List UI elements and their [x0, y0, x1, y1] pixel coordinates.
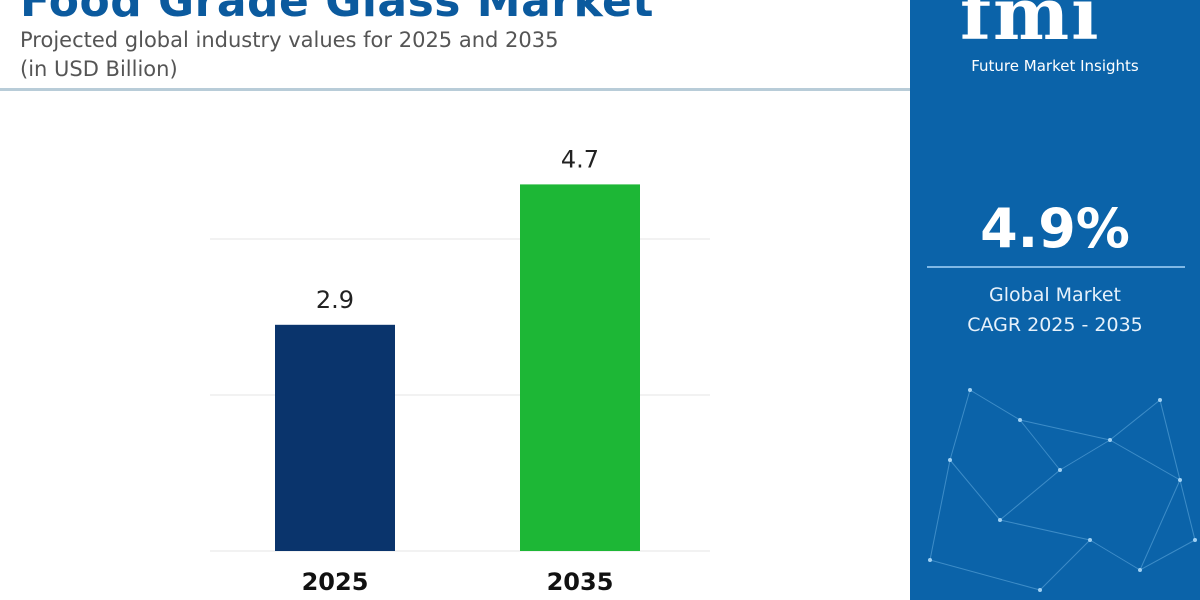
network-line — [999, 469, 1061, 521]
network-node — [1058, 468, 1062, 472]
network-line — [1039, 539, 1091, 591]
network-node — [1038, 588, 1042, 592]
network-line — [1139, 539, 1196, 571]
network-node — [968, 388, 972, 392]
network-line — [929, 559, 1041, 591]
network-decoration — [928, 388, 1197, 592]
network-node — [1138, 568, 1142, 572]
network-line — [1159, 399, 1181, 481]
network-line — [949, 389, 971, 461]
network-line — [1089, 539, 1141, 571]
subtitle-units: (in USD Billion) — [20, 57, 178, 81]
network-node — [1178, 478, 1182, 482]
data-label-2025: 2.9 — [316, 286, 354, 314]
page-title: Food Grade Glass Market — [20, 0, 654, 27]
cagr-label-line1: Global Market — [989, 284, 1121, 306]
subtitle: Projected global industry values for 202… — [20, 28, 559, 52]
header-divider — [0, 88, 910, 91]
network-line — [999, 519, 1091, 541]
network-node — [1158, 398, 1162, 402]
cagr-panel: fmi Future Market Insights 4.9% Global M… — [910, 0, 1200, 600]
network-line — [1109, 439, 1181, 481]
x-tick-label-2025: 2025 — [302, 568, 369, 596]
network-line — [1139, 479, 1181, 571]
network-line — [929, 459, 951, 561]
cagr-value: 4.9% — [980, 197, 1130, 260]
network-node — [948, 458, 952, 462]
data-label-2035: 4.7 — [561, 145, 599, 173]
bar-chart: 2.9 2025 4.7 2035 — [210, 145, 710, 596]
bar-2035 — [520, 184, 640, 551]
network-line — [949, 459, 1001, 521]
network-line — [1109, 399, 1161, 441]
x-tick-label-2035: 2035 — [547, 568, 614, 596]
network-node — [1018, 418, 1022, 422]
network-node — [998, 518, 1002, 522]
network-line — [1059, 439, 1111, 471]
network-node — [1193, 538, 1197, 542]
network-line — [969, 389, 1021, 421]
cagr-label-line2: CAGR 2025 - 2035 — [967, 314, 1143, 336]
network-line — [1019, 419, 1111, 441]
network-node — [928, 558, 932, 562]
bar-2025 — [275, 324, 395, 551]
brand-name: Future Market Insights — [971, 57, 1139, 75]
panel-divider — [927, 266, 1185, 268]
network-line — [1019, 419, 1061, 471]
network-line — [1179, 479, 1196, 541]
network-node — [1088, 538, 1092, 542]
fmi-logo: fmi — [960, 0, 1101, 48]
network-node — [1108, 438, 1112, 442]
